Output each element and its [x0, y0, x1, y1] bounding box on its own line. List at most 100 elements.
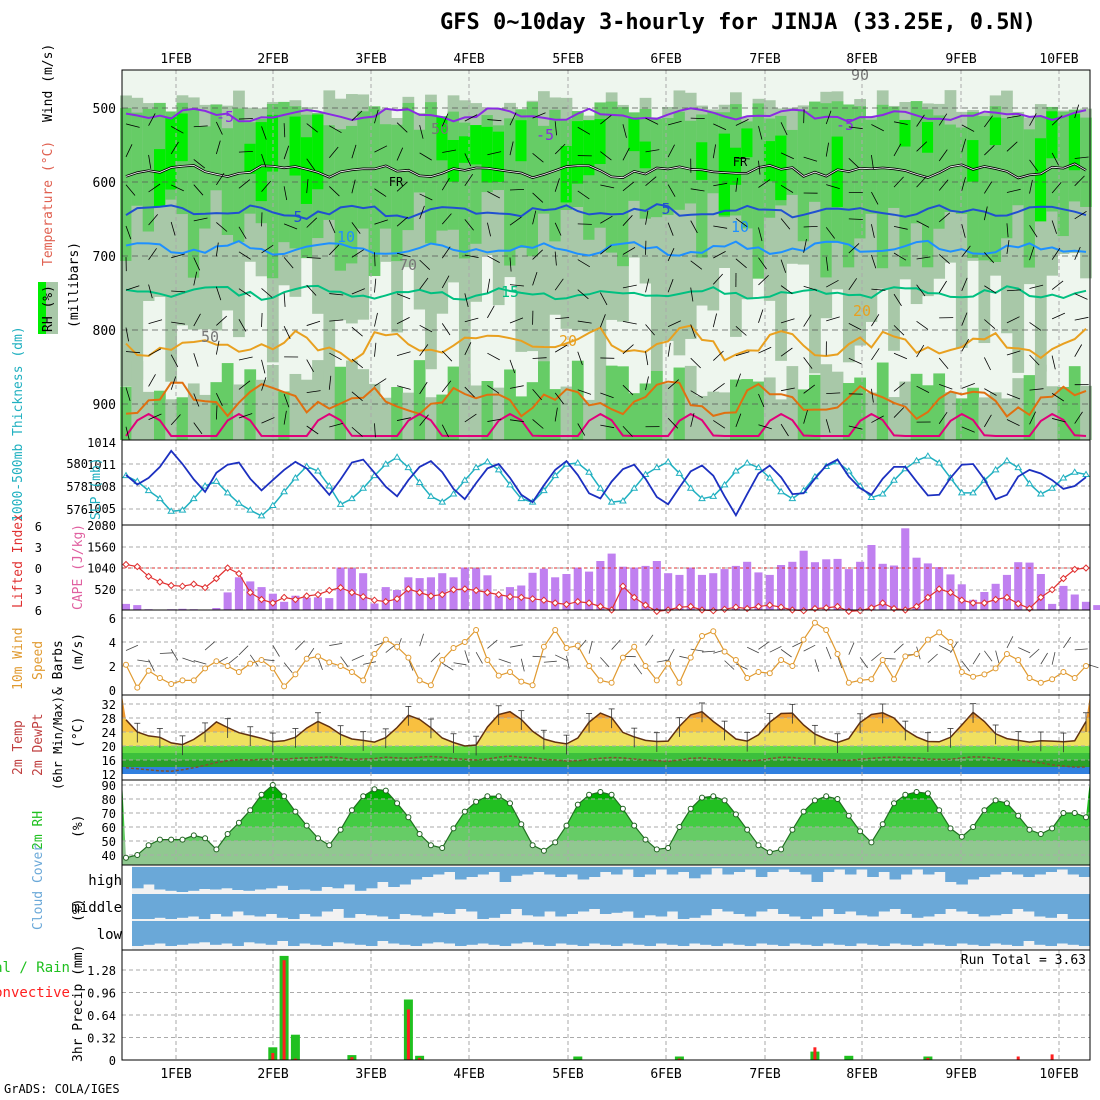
- cloud-cell: [521, 921, 534, 943]
- rh2m-marker: [710, 793, 717, 800]
- cloud-cell: [377, 894, 389, 917]
- wind-barb: [893, 293, 902, 307]
- thickness-marker: [1014, 463, 1023, 471]
- wind-barb: [893, 407, 905, 418]
- cloud-cell: [388, 921, 400, 944]
- wind-barb: [916, 176, 927, 188]
- cloud-cell: [1045, 894, 1057, 918]
- rh-shade-low: [809, 374, 821, 440]
- wind-barb: [442, 149, 457, 153]
- thickness-marker: [472, 463, 481, 471]
- cloud-cell: [143, 894, 155, 919]
- rh-shade-low: [470, 385, 482, 440]
- wind-barb: [1029, 179, 1033, 194]
- cloud-cell: [432, 894, 445, 913]
- thickness-tick-label: 578: [66, 480, 88, 494]
- rh2m-marker: [891, 800, 897, 807]
- cloud-cell: [310, 921, 322, 945]
- rh-shade-low: [741, 379, 754, 440]
- wind-barb: [441, 350, 453, 362]
- cloud-cell: [844, 894, 857, 912]
- wind10-marker: [156, 675, 163, 681]
- wind-barb: [645, 117, 659, 125]
- wind10-axis-label-2: Speed: [31, 641, 46, 680]
- lifted-index-marker: [156, 578, 164, 586]
- rh2m-marker: [224, 831, 231, 837]
- wind10-marker: [1037, 679, 1044, 686]
- wind-barb: [1051, 312, 1066, 320]
- cloud-cell: [165, 921, 177, 946]
- wind-barb: [374, 278, 377, 293]
- lifted-index-marker: [766, 601, 774, 609]
- cloud-cell: [198, 867, 211, 889]
- cloud-cell: [377, 867, 389, 882]
- wind-barb: [667, 144, 675, 158]
- wind-barb: [532, 153, 544, 163]
- wind-barb: [306, 217, 318, 228]
- lifted-index-marker: [1070, 565, 1079, 574]
- cape-bar: [280, 601, 289, 610]
- cloud-cell: [577, 894, 590, 912]
- wind-barb: [464, 342, 472, 356]
- wind-barb: [1006, 419, 1020, 426]
- precip-total-bar: [674, 1056, 684, 1060]
- rh2m-marker: [439, 845, 446, 851]
- thickness-marker: [167, 507, 176, 514]
- cape-bar: [1036, 574, 1045, 610]
- wind-barb: [193, 353, 199, 367]
- rh2m-marker: [552, 839, 559, 846]
- wind-barb: [441, 424, 449, 438]
- surface-wind-barb: [487, 639, 498, 649]
- wind-barb: [193, 125, 208, 128]
- rh-shade-saturated: [1034, 138, 1047, 222]
- wind-barb: [939, 383, 953, 390]
- precip-total-bar: [573, 1056, 583, 1060]
- wind-barb: [509, 257, 512, 272]
- wind-barb: [441, 213, 452, 225]
- wind-barb: [283, 292, 286, 307]
- top-date-label: 3FEB: [355, 52, 386, 67]
- wind-barb: [329, 125, 342, 134]
- rh2m-marker: [1026, 826, 1033, 833]
- thickness-marker: [438, 498, 447, 505]
- surface-wind-barb: [193, 660, 207, 665]
- cloud-cell: [210, 894, 222, 914]
- thickness-marker: [664, 457, 673, 465]
- bottom-date-label: 8FEB: [846, 1067, 877, 1082]
- cloud-cell: [867, 921, 879, 945]
- lifted-index-marker: [1014, 599, 1022, 608]
- wind-barb: [329, 423, 343, 428]
- temp2m-axis-label-2: 2m DewPt: [31, 713, 46, 776]
- cloud-cell: [1078, 894, 1091, 919]
- wind10-marker: [337, 663, 344, 669]
- rh-shade-saturated: [515, 120, 528, 162]
- li-tick-label: 6: [35, 604, 42, 618]
- rh-shade-moist: [458, 122, 471, 259]
- wind-barb: [464, 293, 469, 307]
- wind-barb: [848, 323, 862, 331]
- wind-barb: [826, 279, 839, 288]
- rh2m-tick-label: 80: [102, 793, 116, 807]
- rh-shade-low: [526, 382, 539, 440]
- thickness-marker: [969, 488, 977, 496]
- rh2m-tick-label: 60: [102, 821, 116, 835]
- rh2m-marker: [845, 812, 852, 819]
- rh-shade-moist: [1012, 115, 1025, 206]
- rh-shade-low: [481, 381, 494, 440]
- thickness-marker: [201, 482, 209, 489]
- cloud-cell: [945, 894, 957, 909]
- wind-barb: [1006, 316, 1020, 324]
- rh-band: [122, 841, 1090, 865]
- rh-shade-saturated: [1068, 114, 1081, 171]
- lifted-index-marker: [562, 600, 571, 609]
- cloud-cell: [833, 867, 846, 870]
- wind10-marker: [247, 660, 254, 667]
- wind10-marker: [315, 653, 321, 660]
- rh-shade-moist: [391, 124, 403, 262]
- wind-barb: [1051, 280, 1064, 290]
- wind-barb: [396, 351, 411, 356]
- wind-barb: [283, 123, 286, 138]
- top-date-label: 10FEB: [1039, 52, 1078, 67]
- cloud-cell: [488, 894, 501, 918]
- wind-barb: [215, 140, 221, 155]
